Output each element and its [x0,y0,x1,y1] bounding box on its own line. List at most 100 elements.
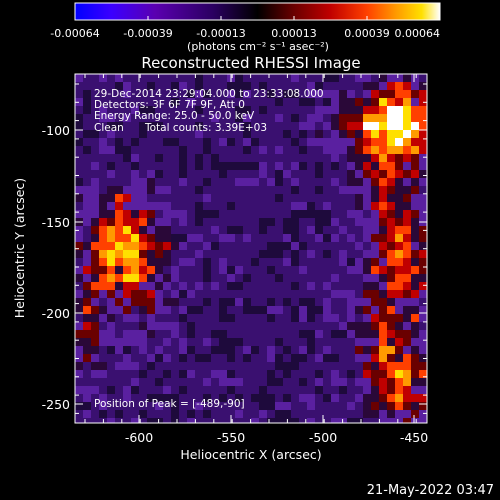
image-pixel [387,258,395,266]
image-pixel [267,290,275,298]
image-pixel [203,338,211,346]
image-pixel [115,234,123,242]
image-pixel [187,290,195,298]
image-pixel [131,274,139,282]
image-pixel [339,394,347,402]
image-pixel [131,370,139,378]
image-pixel [107,106,115,114]
image-pixel [323,210,331,218]
image-pixel [387,114,395,122]
image-pixel [115,130,123,138]
colorbar-tick-4: 0.00039 [344,27,390,40]
image-pixel [91,74,99,82]
image-pixel [155,394,163,402]
image-pixel [307,386,315,394]
image-pixel [155,354,163,362]
image-pixel [403,234,411,242]
image-pixel [99,210,107,218]
image-pixel [355,90,363,98]
image-pixel [83,234,91,242]
image-pixel [299,282,307,290]
image-pixel [187,330,195,338]
image-pixel [363,114,371,122]
image-pixel [163,154,171,162]
image-pixel [139,210,147,218]
image-pixel [155,202,163,210]
image-pixel [251,218,259,226]
image-pixel [91,258,99,266]
image-pixel [211,418,219,423]
image-pixel [179,178,187,186]
image-pixel [395,250,403,258]
image-pixel [155,162,163,170]
image-pixel [291,90,299,98]
image-pixel [371,226,379,234]
image-pixel [179,186,187,194]
image-pixel [363,194,371,202]
image-pixel [243,82,251,90]
image-pixel [147,186,155,194]
image-pixel [123,82,131,90]
image-pixel [267,282,275,290]
image-pixel [123,418,131,423]
image-pixel [147,138,155,146]
image-pixel [259,250,267,258]
image-pixel [155,370,163,378]
image-pixel [203,346,211,354]
image-pixel [291,418,299,423]
image-pixel [275,346,283,354]
image-pixel [123,226,131,234]
image-pixel [403,146,411,154]
image-pixel [259,154,267,162]
image-pixel [147,354,155,362]
image-pixel [331,322,339,330]
image-pixel [235,138,243,146]
image-pixel [115,290,123,298]
image-pixel [155,170,163,178]
image-pixel [283,210,291,218]
image-pixel [243,162,251,170]
image-pixel [395,234,403,242]
image-pixel [235,170,243,178]
image-pixel [347,162,355,170]
image-pixel [75,250,83,258]
image-pixel [179,298,187,306]
image-pixel [291,322,299,330]
image-pixel [163,362,171,370]
image-pixel [355,202,363,210]
image-pixel [259,242,267,250]
image-pixel [147,250,155,258]
image-pixel [163,346,171,354]
image-pixel [147,402,155,410]
image-pixel [219,202,227,210]
image-pixel [91,338,99,346]
image-pixel [419,146,427,154]
image-pixel [411,282,419,290]
image-pixel [99,266,107,274]
image-pixel [371,330,379,338]
image-pixel [275,298,283,306]
image-pixel [123,162,131,170]
image-pixel [419,122,427,130]
image-pixel [403,370,411,378]
image-pixel [299,138,307,146]
image-pixel [355,162,363,170]
image-pixel [267,338,275,346]
image-pixel [163,266,171,274]
image-pixel [387,106,395,114]
image-pixel [83,274,91,282]
image-pixel [299,98,307,106]
image-pixel [331,98,339,106]
image-pixel [99,138,107,146]
image-pixel [107,218,115,226]
image-pixel [91,162,99,170]
image-pixel [379,98,387,106]
image-pixel [147,306,155,314]
image-pixel [371,298,379,306]
image-pixel [147,282,155,290]
image-pixel [107,282,115,290]
image-pixel [219,250,227,258]
image-pixel [211,170,219,178]
image-pixel [211,306,219,314]
image-pixel [195,362,203,370]
